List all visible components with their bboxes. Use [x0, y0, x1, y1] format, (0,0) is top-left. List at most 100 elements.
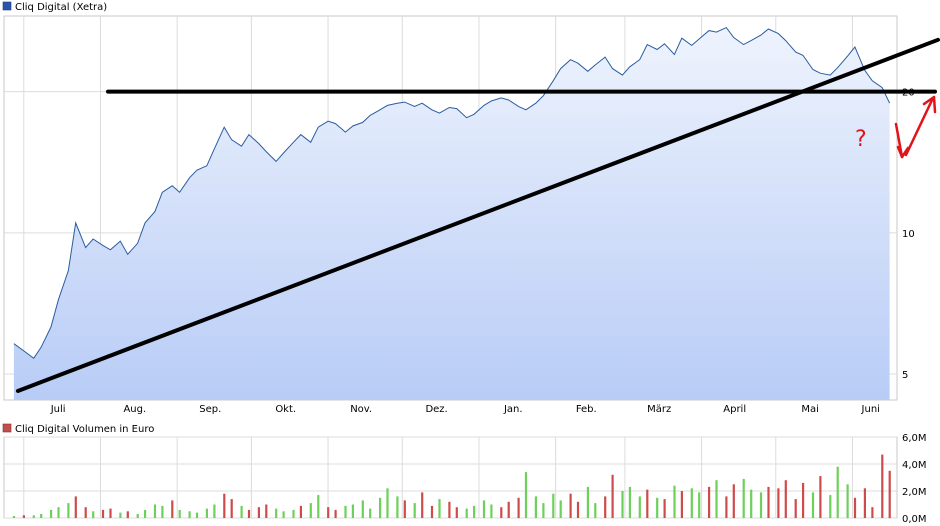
volume-bar [153, 504, 157, 518]
volume-bar [680, 491, 683, 518]
volume-bar [552, 493, 555, 518]
volume-bar [853, 497, 857, 519]
volume-bar [576, 501, 580, 518]
volume-bar [542, 503, 545, 518]
volume-bar [379, 497, 382, 519]
volume-bar [473, 505, 476, 518]
volume-bar [794, 499, 797, 518]
volume-bar [344, 505, 347, 518]
volume-bar [673, 485, 676, 518]
volume-bar [621, 491, 624, 518]
volume-bar [846, 484, 849, 519]
volume-bar [282, 511, 285, 519]
volume-y-ticks: 0,0M 2,0M 4,0M 6,0M [902, 433, 927, 525]
volume-bar [421, 492, 424, 518]
volume-bar [223, 493, 226, 518]
price-y-ticks: 51020 [902, 88, 915, 381]
volume-bar [871, 507, 874, 518]
volume-bar [403, 500, 406, 518]
price-legend: Cliq Digital (Xetra) [2, 1, 107, 13]
volume-bar [74, 496, 77, 518]
drawn-annotations: ? [15, 37, 940, 393]
volume-y-tick-label: 2,0M [902, 487, 927, 498]
volume-bar [109, 508, 112, 518]
volume-bar [517, 497, 520, 519]
volume-bar [836, 466, 839, 518]
volume-bar [829, 495, 832, 518]
x-tick-label: Nov. [350, 404, 372, 415]
volume-bar [299, 505, 302, 518]
volume-bar [690, 488, 693, 518]
red-arrow-up-shaft [904, 96, 935, 157]
volume-bar [628, 486, 631, 518]
volume-bar [715, 480, 718, 518]
volume-bar [144, 509, 147, 518]
x-tick-label: April [723, 404, 746, 415]
volume-bar [759, 492, 763, 518]
volume-bars [12, 454, 891, 519]
price-panel: Juli Aug. Sep. Okt. Nov. Dez. Jan. Feb. März Apri… [3, 15, 940, 415]
volume-bar [92, 511, 95, 519]
volume-bar [57, 507, 60, 518]
x-tick-label: Sep. [199, 404, 221, 415]
volume-bar [396, 496, 399, 518]
x-tick-label: März [647, 404, 671, 415]
volume-bar [327, 507, 330, 518]
volume-bar [205, 508, 208, 518]
volume-bar [22, 515, 25, 518]
volume-bar [12, 516, 16, 518]
price-line [13, 26, 891, 360]
volume-bar [240, 505, 243, 518]
volume-bar [888, 470, 891, 519]
volume-bar [188, 511, 191, 519]
volume-bar [524, 472, 528, 518]
volume-bar [334, 509, 337, 518]
volume-bar [369, 508, 372, 518]
volume-bar [656, 497, 659, 519]
volume-bar [351, 504, 354, 518]
volume-bar [638, 496, 641, 518]
volume-bar [430, 505, 434, 518]
red-arrow-down-head [896, 145, 910, 159]
volume-bar [119, 512, 122, 518]
price-chart-title: Cliq Digital (Xetra) [15, 2, 107, 13]
volume-legend: Cliq Digital Volumen in Euro [2, 423, 154, 435]
x-tick-label: Mai [801, 404, 819, 415]
volume-bar [604, 496, 607, 518]
volume-bar [777, 488, 780, 518]
volume-bar [438, 499, 441, 518]
volume-bar [819, 476, 822, 518]
volume-bar [171, 500, 174, 518]
volume-y-tick-label: 6,0M [902, 433, 927, 444]
x-tick-label: Jan. [503, 404, 523, 415]
volume-bar [126, 511, 129, 519]
volume-chart-title: Cliq Digital Volumen in Euro [15, 424, 154, 435]
volume-bar [386, 488, 389, 518]
volume-bar [811, 492, 815, 518]
volume-bar [750, 489, 753, 518]
volume-bar [465, 508, 468, 518]
volume-bar [67, 503, 70, 518]
volume-bar [292, 509, 295, 518]
x-tick-label: Juli [50, 404, 66, 415]
volume-bar [559, 500, 562, 518]
volume-bar [698, 492, 701, 518]
volume-bar [161, 505, 164, 518]
volume-bar [507, 501, 510, 518]
volume-bar [455, 507, 458, 518]
y-tick-label: 5 [902, 370, 908, 381]
volume-bar [708, 486, 711, 518]
volume-bar [309, 503, 312, 518]
volume-bar [663, 499, 666, 518]
volume-bar [594, 503, 597, 518]
x-tick-label: Juni [861, 404, 880, 415]
volume-bar [361, 500, 364, 518]
volume-bar [317, 495, 320, 518]
volume-bar [569, 493, 572, 518]
volume-bar [265, 504, 268, 518]
volume-bar [257, 507, 260, 518]
volume-bar [802, 482, 805, 518]
volume-bar [50, 509, 53, 518]
